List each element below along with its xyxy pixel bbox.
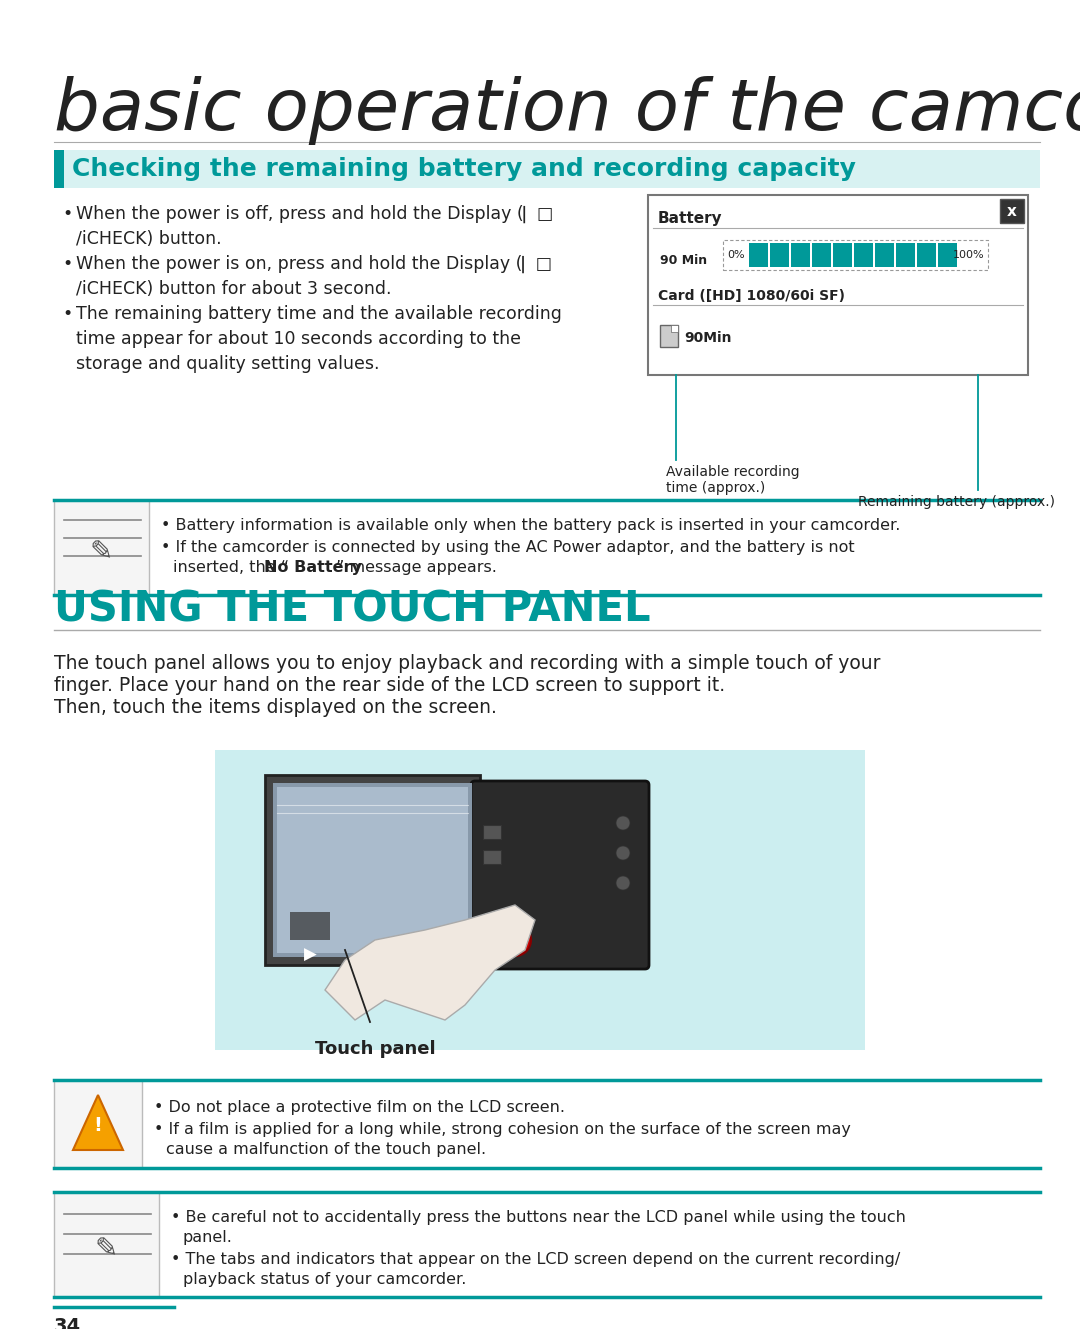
Text: • If a film is applied for a long while, strong cohesion on the surface of the s: • If a film is applied for a long while,… [154, 1122, 851, 1138]
Text: The touch panel allows you to enjoy playback and recording with a simple touch o: The touch panel allows you to enjoy play… [54, 654, 880, 672]
Bar [750, 243, 768, 267]
Bar [812, 243, 831, 267]
Bar [483, 825, 501, 839]
Bar [276, 787, 468, 953]
Text: ✎: ✎ [95, 1236, 118, 1264]
Bar [770, 243, 789, 267]
Text: Touch panel: Touch panel [315, 1041, 435, 1058]
Bar [273, 783, 472, 957]
Bar [483, 851, 501, 864]
Bar [939, 243, 957, 267]
Text: • If the camcorder is connected by using the AC Power adaptor, and the battery i: • If the camcorder is connected by using… [161, 540, 854, 556]
Bar [215, 750, 865, 1050]
Text: When the power is off, press and hold the Display (▏□
/iCHECK) button.: When the power is off, press and hold th… [76, 205, 553, 249]
Bar [791, 243, 810, 267]
Text: Available recording
time (approx.): Available recording time (approx.) [666, 465, 799, 496]
Text: ▶: ▶ [303, 946, 316, 964]
Circle shape [616, 847, 630, 860]
Text: •: • [62, 304, 72, 323]
Text: finger. Place your hand on the rear side of the LCD screen to support it.: finger. Place your hand on the rear side… [54, 676, 725, 695]
Bar [1000, 199, 1024, 223]
Text: ” message appears.: ” message appears. [337, 560, 498, 575]
Text: Remaining battery (approx.): Remaining battery (approx.) [858, 494, 1055, 509]
Circle shape [616, 876, 630, 890]
Bar [54, 1080, 141, 1168]
Text: • The tabs and indicators that appear on the LCD screen depend on the current re: • The tabs and indicators that appear on… [171, 1252, 901, 1267]
Text: •: • [62, 255, 72, 272]
Text: !: ! [94, 1116, 103, 1135]
Circle shape [499, 924, 531, 956]
Text: • Do not place a protective film on the LCD screen.: • Do not place a protective film on the … [154, 1100, 565, 1115]
Text: No Battery: No Battery [265, 560, 363, 575]
Polygon shape [73, 1095, 123, 1150]
Text: playback status of your camcorder.: playback status of your camcorder. [183, 1272, 467, 1286]
Text: •: • [62, 205, 72, 223]
Circle shape [616, 816, 630, 831]
Text: 34: 34 [54, 1317, 81, 1329]
Bar [671, 326, 678, 332]
Text: Card ([HD] 1080/60i SF): Card ([HD] 1080/60i SF) [658, 288, 845, 303]
Bar [660, 326, 678, 347]
Text: inserted, the “: inserted, the “ [173, 560, 289, 575]
Bar [54, 1192, 159, 1297]
Text: USING THE TOUCH PANEL: USING THE TOUCH PANEL [54, 589, 650, 631]
Text: 0%: 0% [727, 250, 744, 260]
Text: 90Min: 90Min [684, 331, 731, 346]
Bar [54, 500, 149, 595]
Bar [917, 243, 936, 267]
Text: Then, touch the items displayed on the screen.: Then, touch the items displayed on the s… [54, 698, 497, 718]
Bar [291, 912, 330, 940]
Text: • Battery information is available only when the battery pack is inserted in you: • Battery information is available only … [161, 518, 901, 533]
Bar [648, 195, 1028, 375]
Text: basic operation of the camcorder: basic operation of the camcorder [54, 76, 1080, 145]
Bar [265, 775, 480, 965]
Text: The remaining battery time and the available recording
time appear for about 10 : The remaining battery time and the avail… [76, 304, 562, 373]
Bar [896, 243, 915, 267]
Text: ✎: ✎ [90, 538, 113, 566]
Polygon shape [325, 905, 535, 1019]
Text: panel.: panel. [183, 1231, 233, 1245]
FancyBboxPatch shape [471, 781, 649, 969]
Text: • Be careful not to accidentally press the buttons near the LCD panel while usin: • Be careful not to accidentally press t… [171, 1209, 906, 1225]
Bar [875, 243, 894, 267]
Bar [854, 243, 873, 267]
Bar [833, 243, 852, 267]
Text: 90 Min: 90 Min [660, 254, 707, 267]
Text: Checking the remaining battery and recording capacity: Checking the remaining battery and recor… [72, 157, 855, 181]
Text: cause a malfunction of the touch panel.: cause a malfunction of the touch panel. [166, 1142, 486, 1158]
Text: x: x [1007, 205, 1017, 219]
Bar [54, 150, 64, 187]
Text: When the power is on, press and hold the Display (▏□
/iCHECK) button for about 3: When the power is on, press and hold the… [76, 255, 552, 298]
Bar [723, 241, 988, 270]
Text: 100%: 100% [953, 250, 984, 260]
Bar [54, 150, 1040, 187]
Text: Battery: Battery [658, 211, 723, 226]
